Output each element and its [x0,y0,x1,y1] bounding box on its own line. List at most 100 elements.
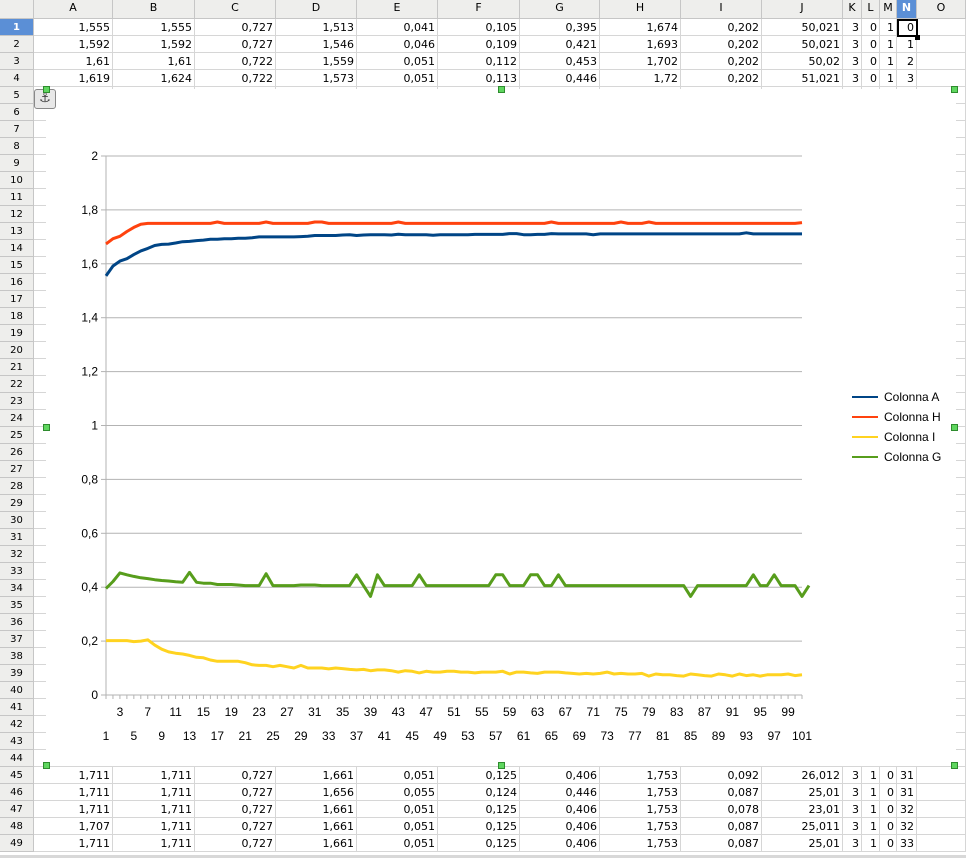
cell-D1[interactable]: 1,513 [276,19,357,36]
cell-O46[interactable] [917,784,966,801]
cell-E46[interactable]: 0,055 [357,784,438,801]
cell-J47[interactable]: 23,01 [762,801,843,818]
row-header-8[interactable]: 8 [0,138,34,155]
cell-L45[interactable]: 1 [862,767,880,784]
row-header-18[interactable]: 18 [0,308,34,325]
row-header-30[interactable]: 30 [0,512,34,529]
cell-G4[interactable]: 0,446 [520,70,600,87]
cell-I48[interactable]: 0,087 [681,818,762,835]
row-header-2[interactable]: 2 [0,36,34,53]
row-header-44[interactable]: 44 [0,750,34,767]
cell-B46[interactable]: 1,711 [113,784,195,801]
column-header-L[interactable]: L [862,0,880,19]
cell-M1[interactable]: 1 [880,19,897,36]
cell-B4[interactable]: 1,624 [113,70,195,87]
row-header-41[interactable]: 41 [0,699,34,716]
cell-E49[interactable]: 0,051 [357,835,438,852]
cell-J46[interactable]: 25,01 [762,784,843,801]
cell-F47[interactable]: 0,125 [438,801,520,818]
cell-A1[interactable]: 1,555 [34,19,113,36]
cell-A2[interactable]: 1,592 [34,36,113,53]
cell-I45[interactable]: 0,092 [681,767,762,784]
cell-C46[interactable]: 0,727 [195,784,276,801]
cell-D47[interactable]: 1,661 [276,801,357,818]
cell-A47[interactable]: 1,711 [34,801,113,818]
row-header-11[interactable]: 11 [0,189,34,206]
cell-O3[interactable] [917,53,966,70]
cell-O48[interactable] [917,818,966,835]
cell-D2[interactable]: 1,546 [276,36,357,53]
cell-L46[interactable]: 1 [862,784,880,801]
cell-N45[interactable]: 31 [897,767,917,784]
cell-K3[interactable]: 3 [843,53,862,70]
cell-G49[interactable]: 0,406 [520,835,600,852]
resize-handle[interactable] [951,86,958,93]
resize-handle[interactable] [43,424,50,431]
row-header-24[interactable]: 24 [0,410,34,427]
row-header-38[interactable]: 38 [0,648,34,665]
cell-H45[interactable]: 1,753 [600,767,681,784]
cell-F49[interactable]: 0,125 [438,835,520,852]
cell-F2[interactable]: 0,109 [438,36,520,53]
fill-handle[interactable] [915,35,920,40]
cell-O1[interactable] [917,19,966,36]
cell-C4[interactable]: 0,722 [195,70,276,87]
row-header-21[interactable]: 21 [0,359,34,376]
cell-J1[interactable]: 50,021 [762,19,843,36]
cell-H4[interactable]: 1,72 [600,70,681,87]
row-header-19[interactable]: 19 [0,325,34,342]
cell-K47[interactable]: 3 [843,801,862,818]
cell-C1[interactable]: 0,727 [195,19,276,36]
cell-H1[interactable]: 1,674 [600,19,681,36]
row-header-15[interactable]: 15 [0,257,34,274]
cell-F4[interactable]: 0,113 [438,70,520,87]
cell-J2[interactable]: 50,021 [762,36,843,53]
resize-handle[interactable] [951,424,958,431]
cell-J48[interactable]: 25,011 [762,818,843,835]
cell-B45[interactable]: 1,711 [113,767,195,784]
cell-H48[interactable]: 1,753 [600,818,681,835]
cell-G3[interactable]: 0,453 [520,53,600,70]
row-header-16[interactable]: 16 [0,274,34,291]
cell-D45[interactable]: 1,661 [276,767,357,784]
row-header-3[interactable]: 3 [0,53,34,70]
cell-H2[interactable]: 1,693 [600,36,681,53]
cell-D4[interactable]: 1,573 [276,70,357,87]
cell-E1[interactable]: 0,041 [357,19,438,36]
cell-O49[interactable] [917,835,966,852]
cell-G1[interactable]: 0,395 [520,19,600,36]
row-header-1[interactable]: 1 [0,19,34,36]
cell-H46[interactable]: 1,753 [600,784,681,801]
row-header-26[interactable]: 26 [0,444,34,461]
cell-A48[interactable]: 1,707 [34,818,113,835]
cell-D46[interactable]: 1,656 [276,784,357,801]
row-header-35[interactable]: 35 [0,597,34,614]
cell-N48[interactable]: 32 [897,818,917,835]
cell-J45[interactable]: 26,012 [762,767,843,784]
resize-handle[interactable] [43,86,50,93]
cell-N49[interactable]: 33 [897,835,917,852]
select-all-corner[interactable] [0,0,34,19]
cell-K4[interactable]: 3 [843,70,862,87]
cell-H47[interactable]: 1,753 [600,801,681,818]
cell-F1[interactable]: 0,105 [438,19,520,36]
row-header-37[interactable]: 37 [0,631,34,648]
cell-N47[interactable]: 32 [897,801,917,818]
cell-F48[interactable]: 0,125 [438,818,520,835]
cell-C2[interactable]: 0,727 [195,36,276,53]
cell-O4[interactable] [917,70,966,87]
cell-B2[interactable]: 1,592 [113,36,195,53]
cell-K48[interactable]: 3 [843,818,862,835]
cell-O2[interactable] [917,36,966,53]
column-header-E[interactable]: E [357,0,438,19]
row-header-34[interactable]: 34 [0,580,34,597]
cell-O47[interactable] [917,801,966,818]
column-header-A[interactable]: A [34,0,113,19]
cell-N2[interactable]: 1 [897,36,917,53]
cell-H3[interactable]: 1,702 [600,53,681,70]
cell-G48[interactable]: 0,406 [520,818,600,835]
cell-D3[interactable]: 1,559 [276,53,357,70]
row-header-28[interactable]: 28 [0,478,34,495]
row-header-6[interactable]: 6 [0,104,34,121]
